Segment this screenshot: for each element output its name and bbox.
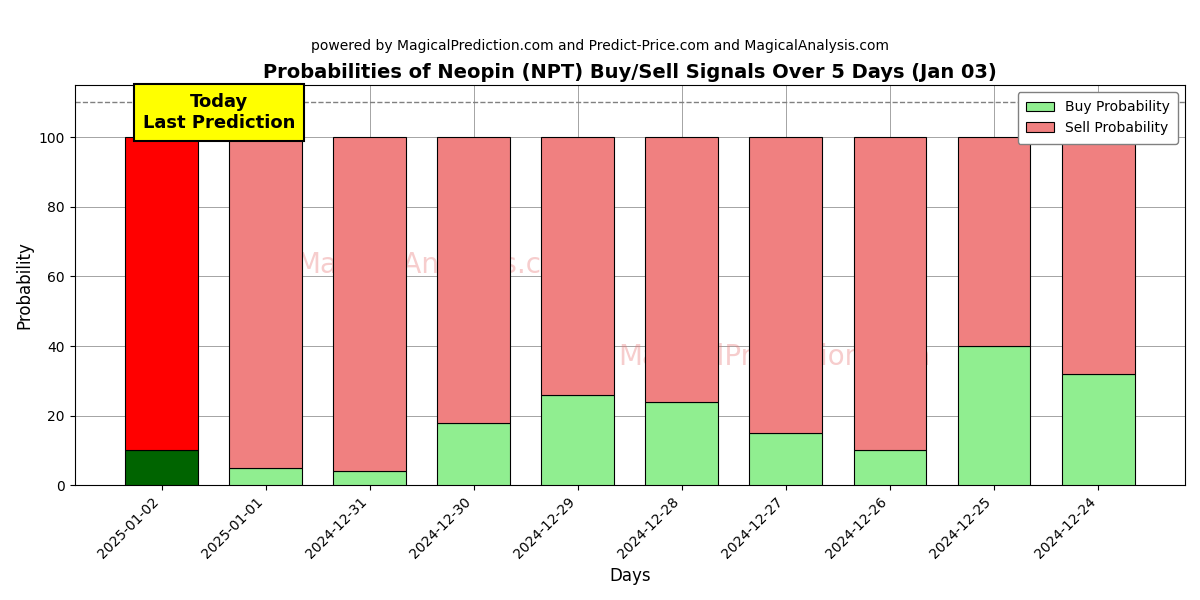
Bar bbox=[229, 468, 302, 485]
Bar bbox=[958, 346, 1031, 485]
Bar bbox=[125, 137, 198, 451]
Bar bbox=[958, 137, 1031, 346]
Bar bbox=[853, 451, 926, 485]
Text: Today
Last Prediction: Today Last Prediction bbox=[143, 94, 295, 132]
Text: MagicalPrediction.com: MagicalPrediction.com bbox=[618, 343, 930, 371]
Bar bbox=[437, 422, 510, 485]
Bar bbox=[334, 472, 406, 485]
Text: MagicalAnalysis.com: MagicalAnalysis.com bbox=[296, 251, 586, 279]
Bar bbox=[853, 137, 926, 451]
Bar bbox=[541, 137, 614, 395]
Y-axis label: Probability: Probability bbox=[16, 241, 34, 329]
Text: powered by MagicalPrediction.com and Predict-Price.com and MagicalAnalysis.com: powered by MagicalPrediction.com and Pre… bbox=[311, 39, 889, 53]
X-axis label: Days: Days bbox=[610, 567, 650, 585]
Bar bbox=[1062, 374, 1134, 485]
Bar bbox=[1062, 137, 1134, 374]
Bar bbox=[125, 451, 198, 485]
Bar bbox=[229, 137, 302, 468]
Bar bbox=[541, 395, 614, 485]
Bar bbox=[646, 137, 719, 402]
Legend: Buy Probability, Sell Probability: Buy Probability, Sell Probability bbox=[1018, 92, 1178, 143]
Bar bbox=[646, 402, 719, 485]
Bar bbox=[750, 137, 822, 433]
Bar bbox=[750, 433, 822, 485]
Bar bbox=[437, 137, 510, 422]
Bar bbox=[334, 137, 406, 472]
Title: Probabilities of Neopin (NPT) Buy/Sell Signals Over 5 Days (Jan 03): Probabilities of Neopin (NPT) Buy/Sell S… bbox=[263, 63, 997, 82]
